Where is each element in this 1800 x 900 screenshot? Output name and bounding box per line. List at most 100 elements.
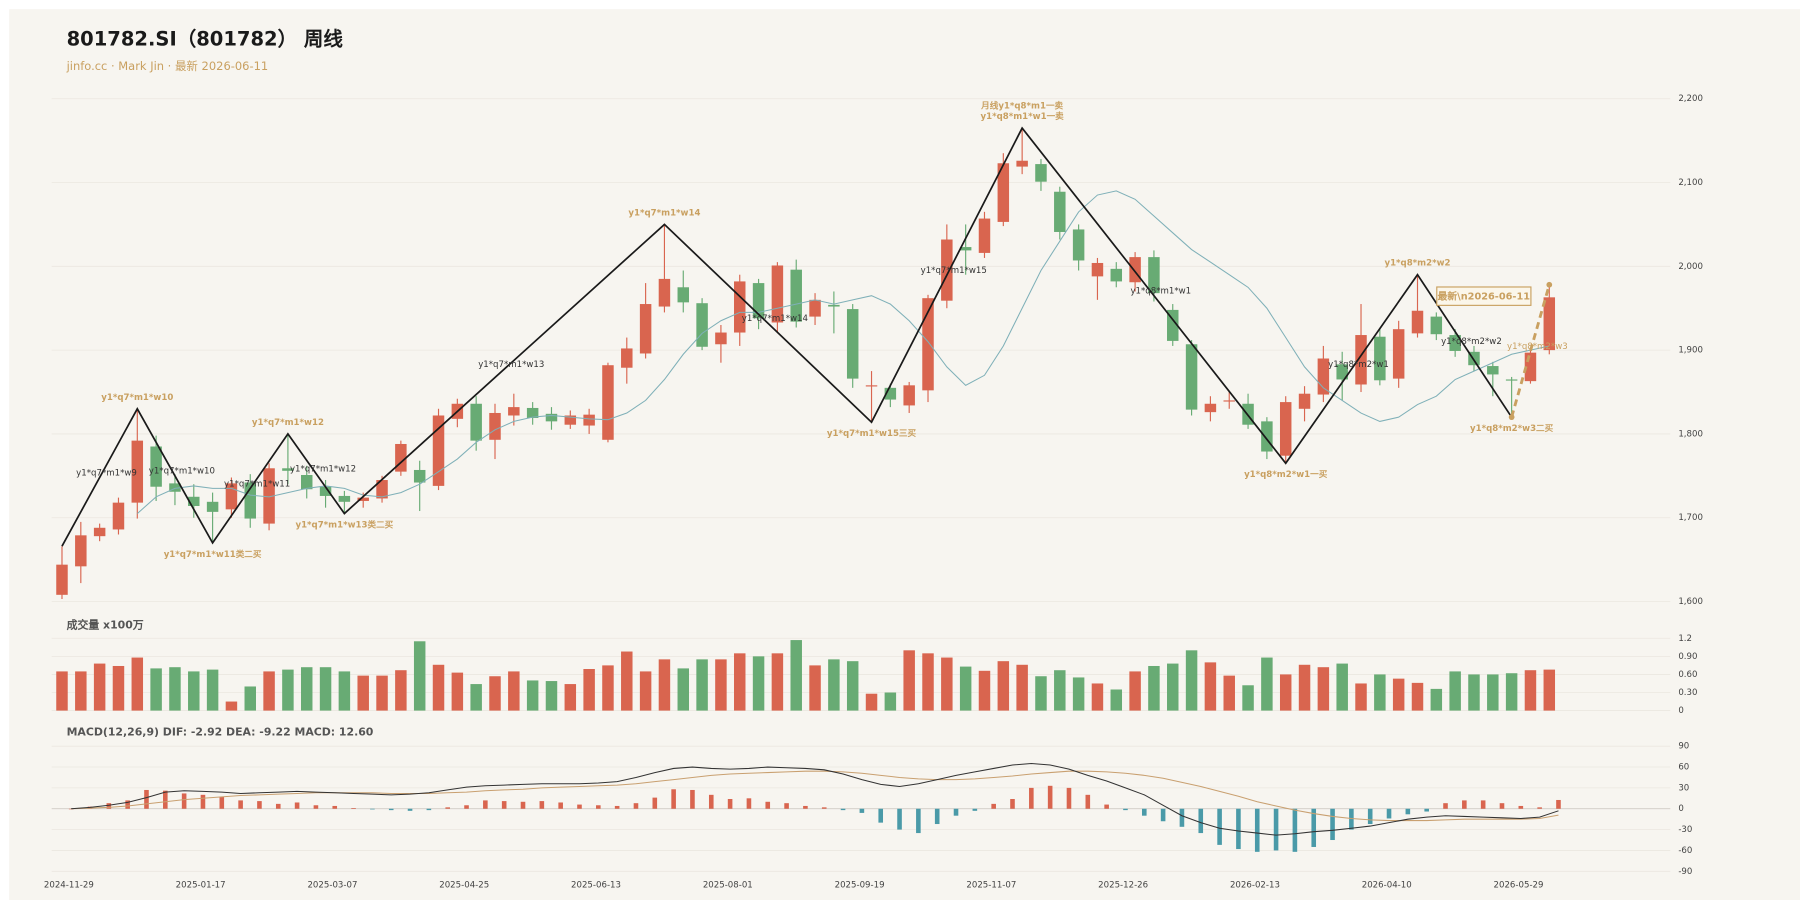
volume-bar — [282, 669, 294, 711]
candle-body — [1355, 335, 1367, 385]
y-tick-label: 30 — [1678, 783, 1689, 793]
candle-body — [1449, 335, 1461, 351]
volume-bar — [658, 659, 671, 711]
macd-bar — [1104, 804, 1109, 809]
volume-bar — [93, 663, 106, 711]
volume-bar — [677, 668, 690, 711]
macd-bar — [991, 803, 996, 809]
macd-bar — [125, 800, 130, 809]
segment-label: y1*q7*m1*w15 — [921, 266, 987, 276]
volume-bar — [376, 675, 388, 711]
macd-bar — [1085, 794, 1091, 809]
candle-body — [263, 468, 275, 524]
x-tick-label: 2025-01-17 — [176, 881, 226, 891]
candle-body — [1336, 364, 1348, 380]
volume-bar — [1468, 674, 1480, 711]
volume-bar — [846, 661, 859, 711]
pivot-label: 月线y1*q8*m1一卖 — [980, 100, 1063, 112]
candle-body — [188, 496, 200, 506]
y-tick-label: 90 — [1678, 742, 1689, 752]
pivot-label: y1*q7*m1*w14 — [628, 208, 700, 218]
candle-body — [1430, 316, 1443, 335]
candle-body — [1223, 400, 1235, 402]
volume-bar — [263, 671, 275, 711]
macd-title: MACD(12,26,9) DIF: -2.92 DEA: -9.22 MACD… — [67, 725, 374, 738]
segment-label: y1*q8*m1*w1 — [1130, 287, 1191, 297]
macd-bar — [878, 808, 884, 823]
macd-bar — [1330, 808, 1335, 841]
volume-bar — [413, 641, 426, 711]
volume-bar — [451, 672, 464, 711]
pivot-label: y1*q8*m2*w3二买 — [1470, 423, 1554, 434]
volume-bar — [319, 667, 332, 711]
candle-body — [564, 415, 577, 425]
volume-bar — [1317, 667, 1330, 711]
candle-body — [1468, 351, 1480, 366]
candle-body — [658, 278, 671, 307]
volume-bar — [602, 665, 614, 711]
volume-bar — [1524, 670, 1537, 711]
volume-bar — [131, 657, 144, 711]
macd-bar — [1349, 808, 1354, 830]
y-tick-label: 1,900 — [1678, 346, 1703, 356]
macd-bar — [1010, 799, 1015, 809]
volume-bar — [1336, 663, 1348, 711]
macd-bar — [1367, 808, 1373, 825]
candle-body — [526, 407, 539, 419]
volume-bar — [790, 640, 802, 711]
volume-bar — [1167, 663, 1179, 711]
candle-body — [206, 501, 219, 512]
candle-body — [865, 385, 878, 387]
volume-bar — [922, 653, 934, 711]
candle-body — [1505, 379, 1518, 381]
volume-bar — [978, 670, 991, 711]
segment-label: y1*q7*m1*w13 — [478, 360, 544, 370]
volume-bar — [1430, 688, 1443, 711]
macd-bar — [1160, 808, 1166, 822]
macd-bar — [840, 808, 846, 811]
candle-body — [959, 247, 972, 251]
volume-bar — [1279, 674, 1292, 711]
latest-note-box — [1436, 286, 1532, 306]
candle-body — [225, 483, 238, 510]
candle-body — [941, 239, 953, 301]
macd-bar — [916, 808, 921, 834]
candle-body — [545, 413, 558, 422]
pivot-label: y1*q7*m1*w11类二买 — [164, 548, 262, 560]
macd-bar — [332, 805, 338, 809]
macd-bar — [370, 808, 375, 810]
chart-title: 801782.SI（801782） 周线 — [67, 28, 344, 51]
volume-bar — [884, 692, 897, 711]
volume-bar — [75, 671, 87, 711]
macd-bar — [1311, 808, 1317, 847]
volume-bar — [734, 653, 746, 711]
volume-bar — [959, 666, 972, 711]
candle-body — [338, 495, 351, 502]
y-tick-label: 0.60 — [1678, 670, 1697, 680]
macd-bar — [727, 799, 733, 809]
volume-bar — [1148, 665, 1160, 711]
y-tick-label: -90 — [1678, 867, 1692, 877]
volume-bar — [395, 670, 407, 711]
y-tick-label: 2,100 — [1678, 178, 1703, 188]
pivot-label: y1*q7*m1*w12 — [252, 418, 324, 428]
macd-bar — [1179, 808, 1185, 827]
macd-bar — [294, 802, 300, 809]
candle-body — [602, 365, 614, 440]
macd-bar — [407, 808, 413, 811]
candle-body — [696, 303, 708, 347]
volume-bar — [828, 659, 840, 711]
candle-body — [1487, 366, 1499, 375]
macd-bar — [897, 808, 902, 830]
macd-bar — [746, 798, 752, 809]
macd-bar — [1424, 808, 1429, 812]
volume-bar — [150, 668, 162, 711]
macd-bar — [445, 807, 450, 809]
macd-bar — [1254, 808, 1260, 852]
x-tick-label: 2025-09-19 — [835, 881, 885, 891]
candle-body — [1317, 358, 1330, 395]
volume-bar — [564, 684, 577, 711]
macd-bar — [238, 800, 243, 809]
macd-bar — [1236, 808, 1241, 850]
macd-bar — [1518, 805, 1524, 809]
